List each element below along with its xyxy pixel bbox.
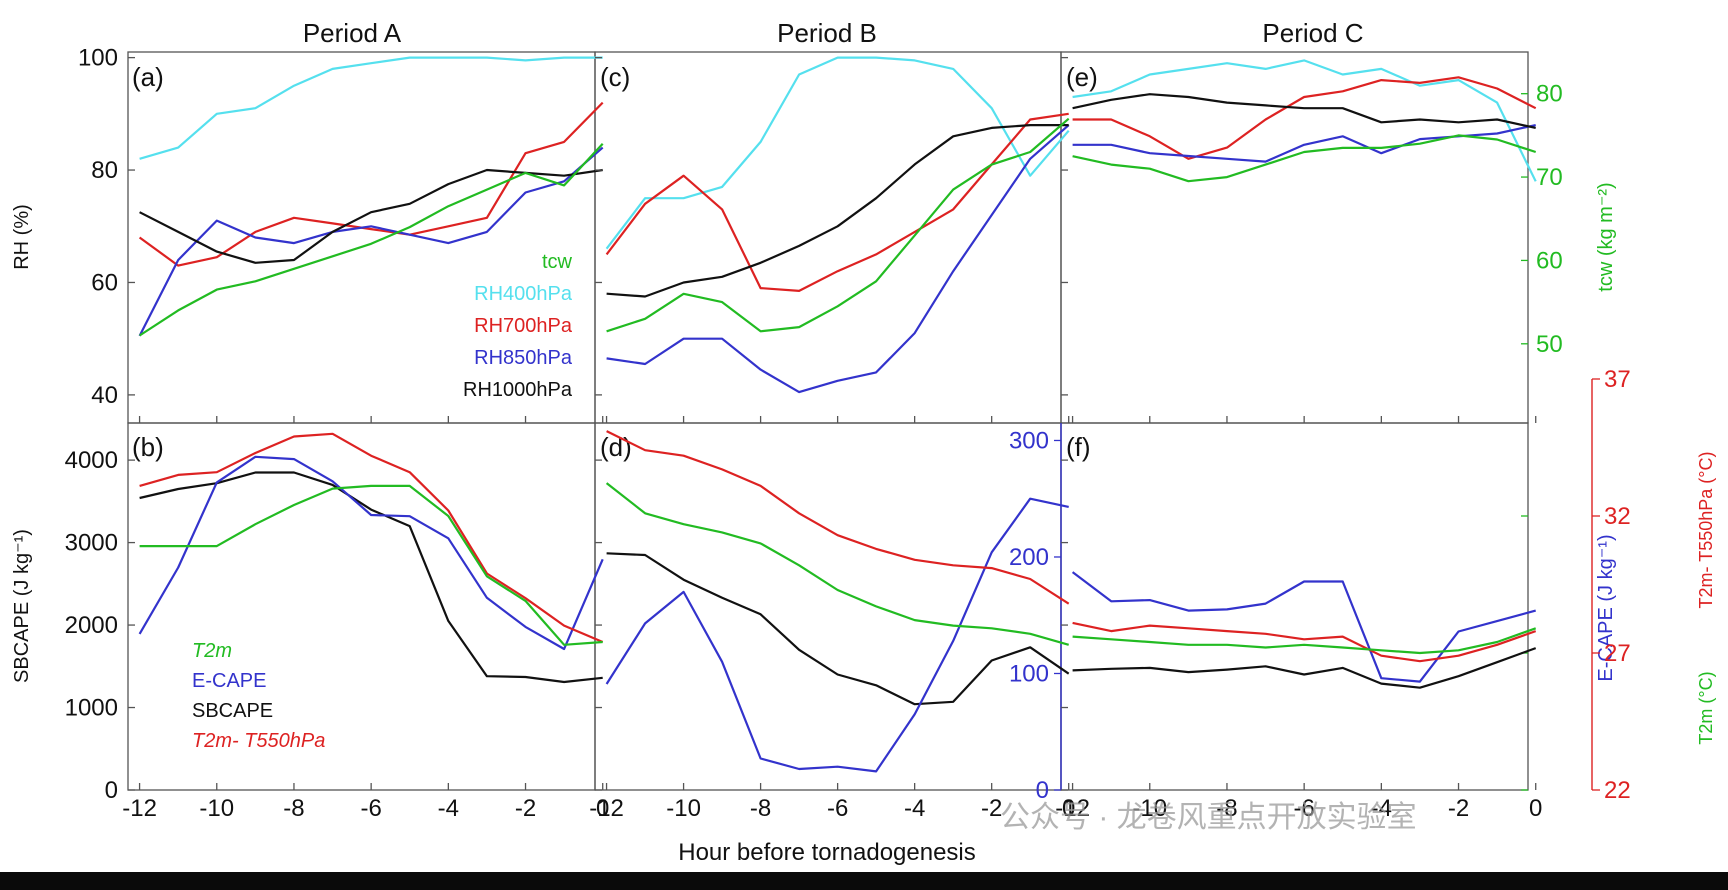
legend-rh850: RH850hPa [474,347,573,369]
series-sbcape-line [1072,647,1537,689]
x-tick-label-f: -10 [1132,795,1167,822]
y-tick-label-b: 0 [105,777,118,804]
tcw-tick-label: 60 [1536,247,1563,274]
y-tick-label-a: 100 [78,45,118,72]
series-tcw-line [606,117,1070,333]
series-rh400-line [605,56,1070,250]
legend-rh400: RH400hPa [474,283,573,305]
period-b-title: Period B [777,18,877,48]
y-tick-label-b: 1000 [65,695,118,722]
rh-axis-label: RH (%) [11,204,33,270]
series-rh400-line [139,56,603,160]
series-tdiff-line [606,430,1070,605]
x-tick-label-b: -4 [438,795,459,822]
x-tick-label-f: -12 [1055,795,1090,822]
panel-label-a: (a) [132,62,164,92]
series-sbcape-line [606,552,1070,706]
series-rh1000-line [1072,93,1536,129]
legend-top: tcw RH400hPa RH700hPa RH850hPa RH1000hPa [463,251,573,401]
x-tick-label-d: -2 [981,795,1002,822]
tdiff-tick-label: 37 [1604,366,1631,393]
x-tick-label-f: 0 [1529,795,1542,822]
panel-label-d: (d) [600,432,632,462]
legend-bottom: T2m E-CAPE SBCAPE T2m- T550hPa [192,640,325,752]
legend-tdiff: T2m- T550hPa [192,730,325,752]
sbcape-axis-label: SBCAPE (J kg⁻¹) [11,529,33,683]
series-tdiff-line [1072,621,1537,663]
x-tick-label-f: -6 [1293,795,1314,822]
x-tick-label-b: 0 [596,795,609,822]
series-tcw-line [1072,134,1537,183]
series-t2m-line [605,482,1070,646]
y-tick-label-b: 2000 [65,612,118,639]
x-tick-label-b: -12 [122,795,157,822]
series-t2m-line [1072,627,1537,655]
series-rh700-line [138,101,604,267]
x-tick-label-b: -8 [283,795,304,822]
watermark: 公众号 · 龙卷风重点开放实验室 [1000,801,1417,834]
x-tick-label-b: -2 [515,795,536,822]
period-a-title: Period A [303,18,402,48]
tcw-tick-label: 50 [1536,331,1563,358]
ecape-tick-label: 300 [1009,427,1049,454]
legend-rh1000: RH1000hPa [463,379,573,401]
series-rh850-line [606,124,1070,394]
x-tick-label-b: -6 [360,795,381,822]
legend-sbcape: SBCAPE [192,700,273,722]
x-tick-label-d: 0 [1062,795,1075,822]
tdiff-tick-label: 32 [1604,503,1631,530]
panel-label-b: (b) [132,432,164,462]
x-tick-label-d: -8 [750,795,771,822]
bottom-band [0,872,1728,890]
panel-label-e: (e) [1066,62,1098,92]
series-rh700-line [1072,76,1537,160]
series-t2m-line [139,484,603,646]
y-tick-label-a: 60 [91,269,118,296]
tdiff-axis-label: T2m- T550hPa (°C) [1696,452,1716,609]
tdiff-tick-label: 27 [1604,640,1631,667]
panel-frame-f [1060,422,1529,791]
legend-tcw: tcw [542,251,573,273]
panel-label-f: (f) [1066,432,1091,462]
y-tick-label-a: 40 [91,382,118,409]
series-rh850-line [1072,124,1536,163]
x-tick-label-f: -4 [1371,795,1392,822]
x-tick-label-f: -8 [1216,795,1237,822]
series-rh400-line [1072,59,1537,182]
tcw-tick-label: 70 [1536,164,1563,191]
tdiff-tick-label: 22 [1604,777,1631,804]
series-tdiff-line [139,432,604,644]
tcw-tick-label: 80 [1536,81,1563,108]
series-rh850-line [138,146,604,337]
x-tick-label-b: -10 [199,795,234,822]
series-ecape-line [138,455,604,651]
x-tick-label-d: -12 [589,795,624,822]
tcw-axis-label: tcw (kg m⁻²) [1595,182,1617,291]
x-tick-label-d: -10 [666,795,701,822]
t2m-axis-label: T2m (°C) [1696,671,1716,744]
y-tick-label-b: 3000 [65,530,118,557]
series-ecape-line [1071,571,1536,683]
panel-label-c: (c) [600,62,630,92]
ecape-tick-label: 100 [1009,660,1049,687]
legend-t2m: T2m [192,640,232,662]
ecape-axis-label: E-CAPE (J kg⁻¹) [1595,534,1617,681]
x-tick-label-d: -4 [904,795,925,822]
ecape-tick-label: 0 [1036,777,1049,804]
x-tick-label-f: -2 [1448,795,1469,822]
series-ecape-line [605,497,1069,773]
series-rh1000-line [606,123,1069,298]
series-tcw-line [139,142,604,337]
legend-rh700: RH700hPa [474,315,573,337]
period-c-title: Period C [1262,18,1363,48]
legend-ecape: E-CAPE [192,670,266,692]
series-rh1000-line [139,168,603,264]
ecape-tick-label: 200 [1009,544,1049,571]
x-axis-label: Hour before tornadogenesis [678,839,976,866]
y-tick-label-b: 4000 [65,447,118,474]
y-tick-label-a: 80 [91,157,118,184]
x-tick-label-d: -6 [827,795,848,822]
